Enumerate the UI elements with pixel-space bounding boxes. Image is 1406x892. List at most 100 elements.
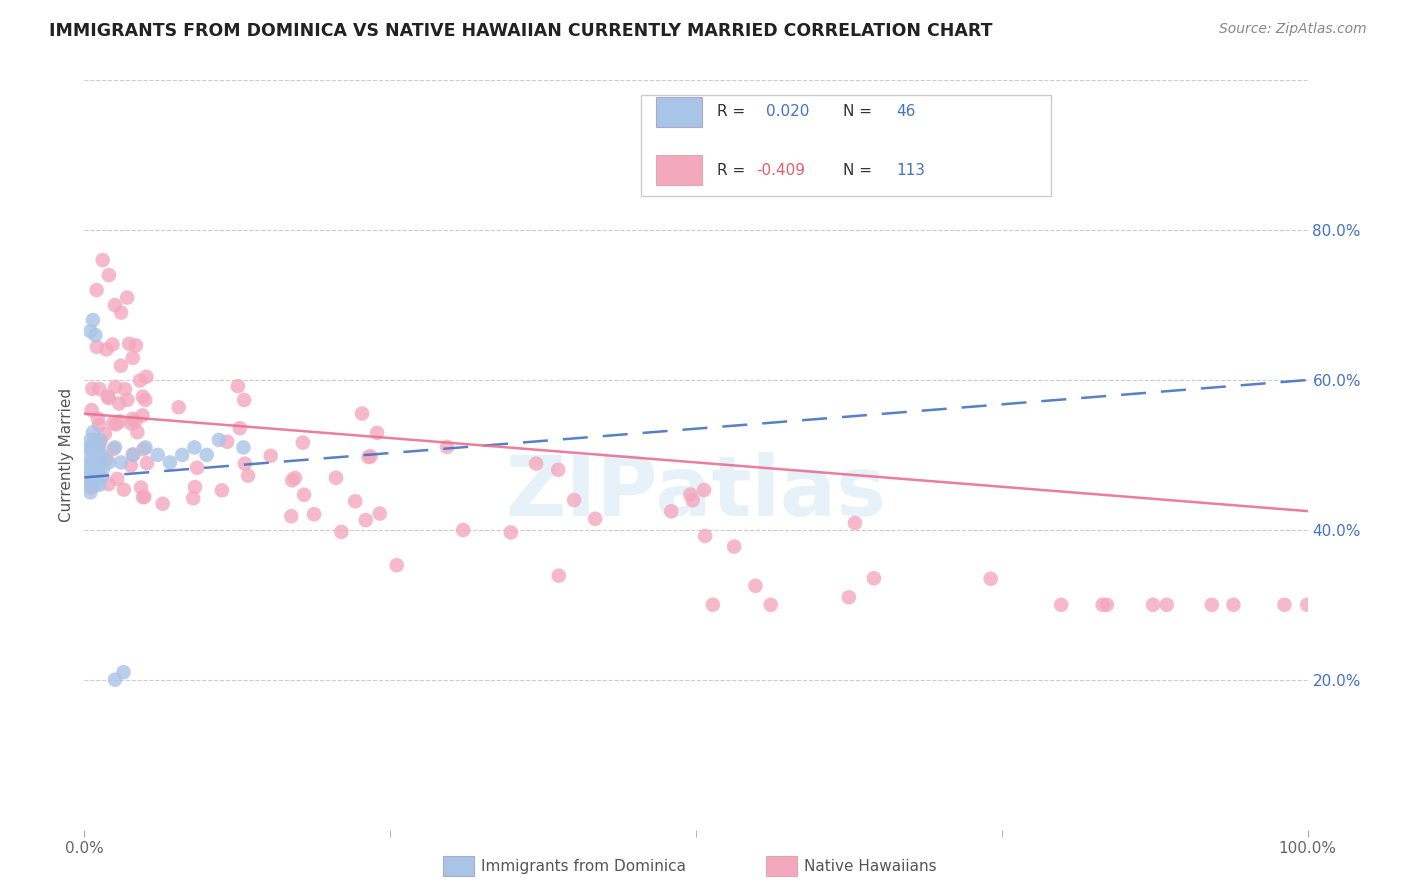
Point — [86, 340, 108, 354]
Point — [524, 457, 547, 471]
Point — [1296, 598, 1319, 612]
Point — [1142, 598, 1164, 612]
Point — [97, 455, 120, 469]
Point — [281, 474, 304, 488]
Point — [134, 392, 156, 407]
Point — [97, 391, 120, 405]
Point — [284, 471, 307, 485]
Point — [121, 412, 143, 426]
Point — [91, 463, 114, 477]
Point — [94, 427, 117, 442]
Point — [118, 336, 141, 351]
Point — [84, 328, 107, 343]
Point — [132, 390, 155, 404]
Point — [108, 396, 131, 410]
Point — [104, 298, 127, 312]
Point — [79, 455, 101, 469]
Point — [693, 483, 716, 497]
Text: IMMIGRANTS FROM DOMINICA VS NATIVE HAWAIIAN CURRENTLY MARRIED CORRELATION CHART: IMMIGRANTS FROM DOMINICA VS NATIVE HAWAI… — [49, 22, 993, 40]
Point — [547, 568, 569, 582]
Y-axis label: Currently Married: Currently Married — [59, 388, 75, 522]
Point — [744, 579, 766, 593]
Point — [87, 478, 110, 492]
Point — [723, 540, 745, 554]
Point — [682, 493, 704, 508]
Point — [84, 478, 107, 492]
Text: ZIPatlas: ZIPatlas — [506, 452, 886, 533]
Point — [184, 480, 207, 494]
Point — [229, 421, 252, 435]
Text: 113: 113 — [897, 162, 925, 178]
Point — [76, 463, 98, 477]
Point — [280, 509, 302, 524]
Text: 0.020: 0.020 — [766, 104, 808, 120]
Text: Native Hawaiians: Native Hawaiians — [804, 859, 936, 873]
Point — [368, 507, 391, 521]
Point — [357, 450, 380, 464]
Point — [89, 382, 111, 396]
Point — [183, 441, 205, 455]
Point — [547, 463, 569, 477]
Point — [260, 449, 283, 463]
Point — [302, 507, 325, 521]
Point — [132, 490, 155, 504]
Point — [86, 441, 108, 455]
Point — [159, 455, 181, 469]
Point — [354, 513, 377, 527]
Point — [863, 571, 886, 585]
Point — [110, 455, 132, 469]
Point — [181, 491, 204, 506]
Point — [125, 338, 148, 352]
Point — [105, 417, 128, 432]
Point — [129, 481, 152, 495]
Point — [104, 380, 127, 394]
Point — [83, 433, 105, 447]
Point — [79, 485, 101, 500]
Point — [1050, 598, 1073, 612]
FancyBboxPatch shape — [641, 95, 1050, 196]
Point — [121, 351, 143, 365]
Text: N =: N = — [842, 162, 876, 178]
Point — [105, 472, 128, 486]
Point — [134, 490, 156, 504]
Point — [292, 488, 315, 502]
Point — [87, 463, 110, 477]
Point — [114, 382, 136, 396]
Point — [366, 425, 388, 440]
Point — [110, 305, 132, 319]
Point — [436, 440, 458, 454]
Point — [127, 425, 149, 440]
Text: R =: R = — [717, 104, 749, 120]
Point — [195, 448, 218, 462]
Point — [82, 470, 104, 484]
Point — [87, 417, 110, 432]
Point — [167, 401, 190, 415]
Point — [129, 374, 152, 388]
Point — [89, 434, 111, 449]
Point — [344, 494, 367, 508]
Point — [135, 369, 157, 384]
Point — [980, 572, 1002, 586]
Point — [103, 442, 125, 456]
Point — [172, 448, 194, 462]
Point — [80, 441, 103, 455]
Point — [1201, 598, 1223, 612]
Point — [108, 414, 131, 428]
Point — [124, 414, 146, 428]
Point — [186, 460, 208, 475]
Point — [759, 598, 782, 612]
Point — [77, 478, 100, 492]
Point — [1274, 598, 1296, 612]
Point — [659, 504, 682, 518]
Text: -0.409: -0.409 — [756, 162, 804, 178]
Point — [146, 448, 169, 462]
Point — [77, 470, 100, 484]
Point — [838, 591, 860, 605]
Point — [112, 665, 135, 680]
Point — [451, 523, 474, 537]
Point — [90, 448, 112, 462]
Point — [844, 516, 866, 530]
Point — [87, 448, 110, 462]
Point — [86, 470, 108, 484]
Point — [695, 529, 717, 543]
